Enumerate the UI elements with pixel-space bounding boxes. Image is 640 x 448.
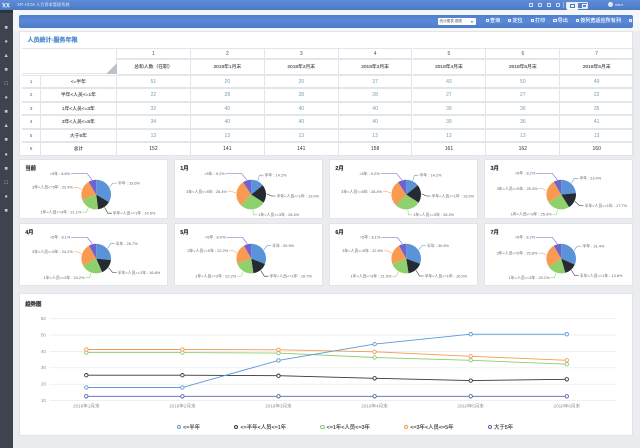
svg-text:半年<人员<=1年 : 16.8%: 半年<人员<=1年 : 16.8% — [117, 270, 160, 275]
svg-text:半年<人员<=1年 : 19.9%: 半年<人员<=1年 : 19.9% — [276, 193, 319, 198]
svg-text:2018年6月末: 2018年6月末 — [553, 402, 580, 409]
svg-text:3年<人员<=5年 : 22.2%: 3年<人员<=5年 : 22.2% — [187, 248, 228, 253]
svg-text:半年 : 31.4%: 半年 : 31.4% — [582, 243, 605, 248]
svg-text:3年<人员<=5年 : 25.8%: 3年<人员<=5年 : 25.8% — [497, 250, 538, 255]
svg-text:1年<人员<=3年 : 25.3%: 1年<人员<=3年 : 25.3% — [511, 212, 552, 217]
svg-text:3年<人员<=5年 : 28.4%: 3年<人员<=5年 : 28.4% — [341, 189, 382, 194]
svg-text:10: 10 — [41, 398, 47, 403]
svg-text:1年<人员<=3年 : 28.4%: 1年<人员<=3年 : 28.4% — [413, 212, 454, 217]
svg-text:1年<人员<=3年 : 21.1%: 1年<人员<=3年 : 21.1% — [40, 209, 81, 214]
svg-text:3年<人员<=5年 : 28.4%: 3年<人员<=5年 : 28.4% — [186, 189, 227, 194]
svg-text:半年 : 33.6%: 半年 : 33.6% — [118, 180, 141, 185]
svg-text:>5年 : 8.0%: >5年 : 8.0% — [205, 235, 226, 240]
svg-text:>5年 : 9.2%: >5年 : 9.2% — [359, 171, 380, 176]
svg-text:3年<人员<=5年 : 25.3%: 3年<人员<=5年 : 25.3% — [497, 186, 538, 191]
svg-text:>5年 : 8.1%: >5年 : 8.1% — [50, 235, 71, 240]
svg-text:>5年 : 8.2%: >5年 : 8.2% — [515, 171, 536, 176]
svg-text:2018年3月末: 2018年3月末 — [265, 402, 292, 409]
svg-text:半年 : 30.9%: 半年 : 30.9% — [272, 243, 295, 248]
svg-text:半年<人员<=1年 : 14.5%: 半年<人员<=1年 : 14.5% — [112, 210, 155, 215]
svg-text:1年<人员<=3年 : 28.4%: 1年<人员<=3年 : 28.4% — [258, 212, 299, 217]
svg-text:半年 : 30.6%: 半年 : 30.6% — [427, 243, 450, 248]
svg-text:半年<人员<=1年 : 16.7%: 半年<人员<=1年 : 16.7% — [269, 273, 312, 278]
svg-text:3年<人员<=5年 : 22.5%: 3年<人员<=5年 : 22.5% — [342, 248, 383, 253]
svg-text:40: 40 — [41, 348, 47, 353]
svg-text:半年<人员<=1年 : 19.9%: 半年<人员<=1年 : 19.9% — [431, 193, 474, 198]
svg-text:3年<人员<=5年 : 22.4%: 3年<人员<=5年 : 22.4% — [32, 185, 73, 190]
svg-text:1年<人员<=3年 : 22.2%: 1年<人员<=3年 : 22.2% — [195, 273, 236, 278]
svg-text:1年<人员<=3年 : 20.1%: 1年<人员<=3年 : 20.1% — [509, 275, 550, 280]
svg-text:30: 30 — [41, 365, 47, 370]
svg-text:>5年 : 9.2%: >5年 : 9.2% — [204, 171, 225, 176]
svg-text:半年 : 14.2%: 半年 : 14.2% — [419, 173, 442, 178]
svg-text:>5年 : 8.6%: >5年 : 8.6% — [49, 171, 70, 176]
svg-text:半年 : 26.7%: 半年 : 26.7% — [115, 241, 138, 246]
svg-text:1年<人员<=3年 : 24.2%: 1年<人员<=3年 : 24.2% — [43, 275, 84, 280]
svg-text:>5年 : 8.1%: >5年 : 8.1% — [360, 235, 381, 240]
svg-text:50: 50 — [41, 332, 47, 337]
svg-text:3年<人员<=5年 : 24.2%: 3年<人员<=5年 : 24.2% — [32, 249, 73, 254]
svg-text:2018年4月末: 2018年4月末 — [361, 402, 388, 409]
svg-text:1年<人员<=3年 : 21.9%: 1年<人员<=3年 : 21.9% — [350, 273, 391, 278]
svg-text:2018年1月末: 2018年1月末 — [73, 402, 100, 409]
svg-text:半年<人员<=1年 : 17.7%: 半年<人员<=1年 : 17.7% — [584, 203, 627, 208]
svg-text:2018年2月末: 2018年2月末 — [169, 402, 196, 409]
svg-text:20: 20 — [41, 381, 47, 386]
svg-text:半年<人员<=1年 : 16.9%: 半年<人员<=1年 : 16.9% — [424, 273, 467, 278]
svg-text:半年 : 14.2%: 半年 : 14.2% — [264, 173, 287, 178]
svg-text:半年 : 23.4%: 半年 : 23.4% — [579, 176, 602, 181]
svg-text:2018年5月末: 2018年5月末 — [457, 402, 484, 409]
svg-text:半年<人员<=1年 : 13.8%: 半年<人员<=1年 : 13.8% — [580, 273, 623, 278]
svg-text:>5年 : 8.2%: >5年 : 8.2% — [515, 235, 536, 240]
svg-text:60: 60 — [41, 316, 47, 321]
